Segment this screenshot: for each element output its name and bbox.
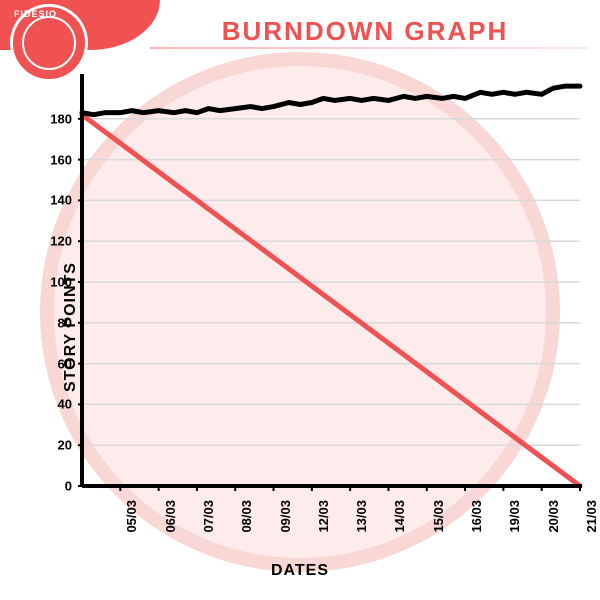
- x-tick-label: 16/03: [469, 500, 484, 533]
- x-tick-label: 14/03: [392, 500, 407, 533]
- y-tick-label: 140: [50, 193, 72, 208]
- y-tick-label: 40: [58, 397, 72, 412]
- badge-inner-ring: [22, 16, 76, 70]
- plot-area: 02040608010012014016018005/0306/0307/030…: [78, 72, 584, 492]
- chart-svg: [78, 72, 584, 492]
- y-tick-label: 120: [50, 234, 72, 249]
- x-tick-label: 15/03: [431, 500, 446, 533]
- x-tick-label: 21/03: [584, 500, 599, 533]
- y-tick-label: 0: [65, 479, 72, 494]
- x-tick-label: 06/03: [163, 500, 178, 533]
- y-tick-label: 160: [50, 152, 72, 167]
- x-tick-label: 08/03: [239, 500, 254, 533]
- x-tick-label: 19/03: [507, 500, 522, 533]
- y-tick-label: 60: [58, 356, 72, 371]
- y-tick-label: 100: [50, 275, 72, 290]
- x-axis-label: DATES: [0, 562, 600, 580]
- x-tick-label: 09/03: [278, 500, 293, 533]
- y-tick-label: 80: [58, 315, 72, 330]
- header-underline: [150, 47, 588, 49]
- series-actual: [82, 86, 580, 115]
- series-ideal: [82, 115, 580, 486]
- x-tick-label: 20/03: [546, 500, 561, 533]
- page-title: BURNDOWN GRAPH: [160, 16, 600, 47]
- brand-badge: FIDESIO: [0, 0, 160, 62]
- x-tick-label: 12/03: [316, 500, 331, 533]
- y-tick-label: 20: [58, 438, 72, 453]
- header: FIDESIO BURNDOWN GRAPH: [0, 0, 600, 62]
- brand-name: FIDESIO: [14, 9, 57, 19]
- x-tick-label: 07/03: [201, 500, 216, 533]
- burndown-chart: STORY POINTS DATES 020406080100120140160…: [0, 72, 600, 582]
- x-tick-label: 05/03: [124, 500, 139, 533]
- x-tick-label: 13/03: [354, 500, 369, 533]
- y-tick-label: 180: [50, 111, 72, 126]
